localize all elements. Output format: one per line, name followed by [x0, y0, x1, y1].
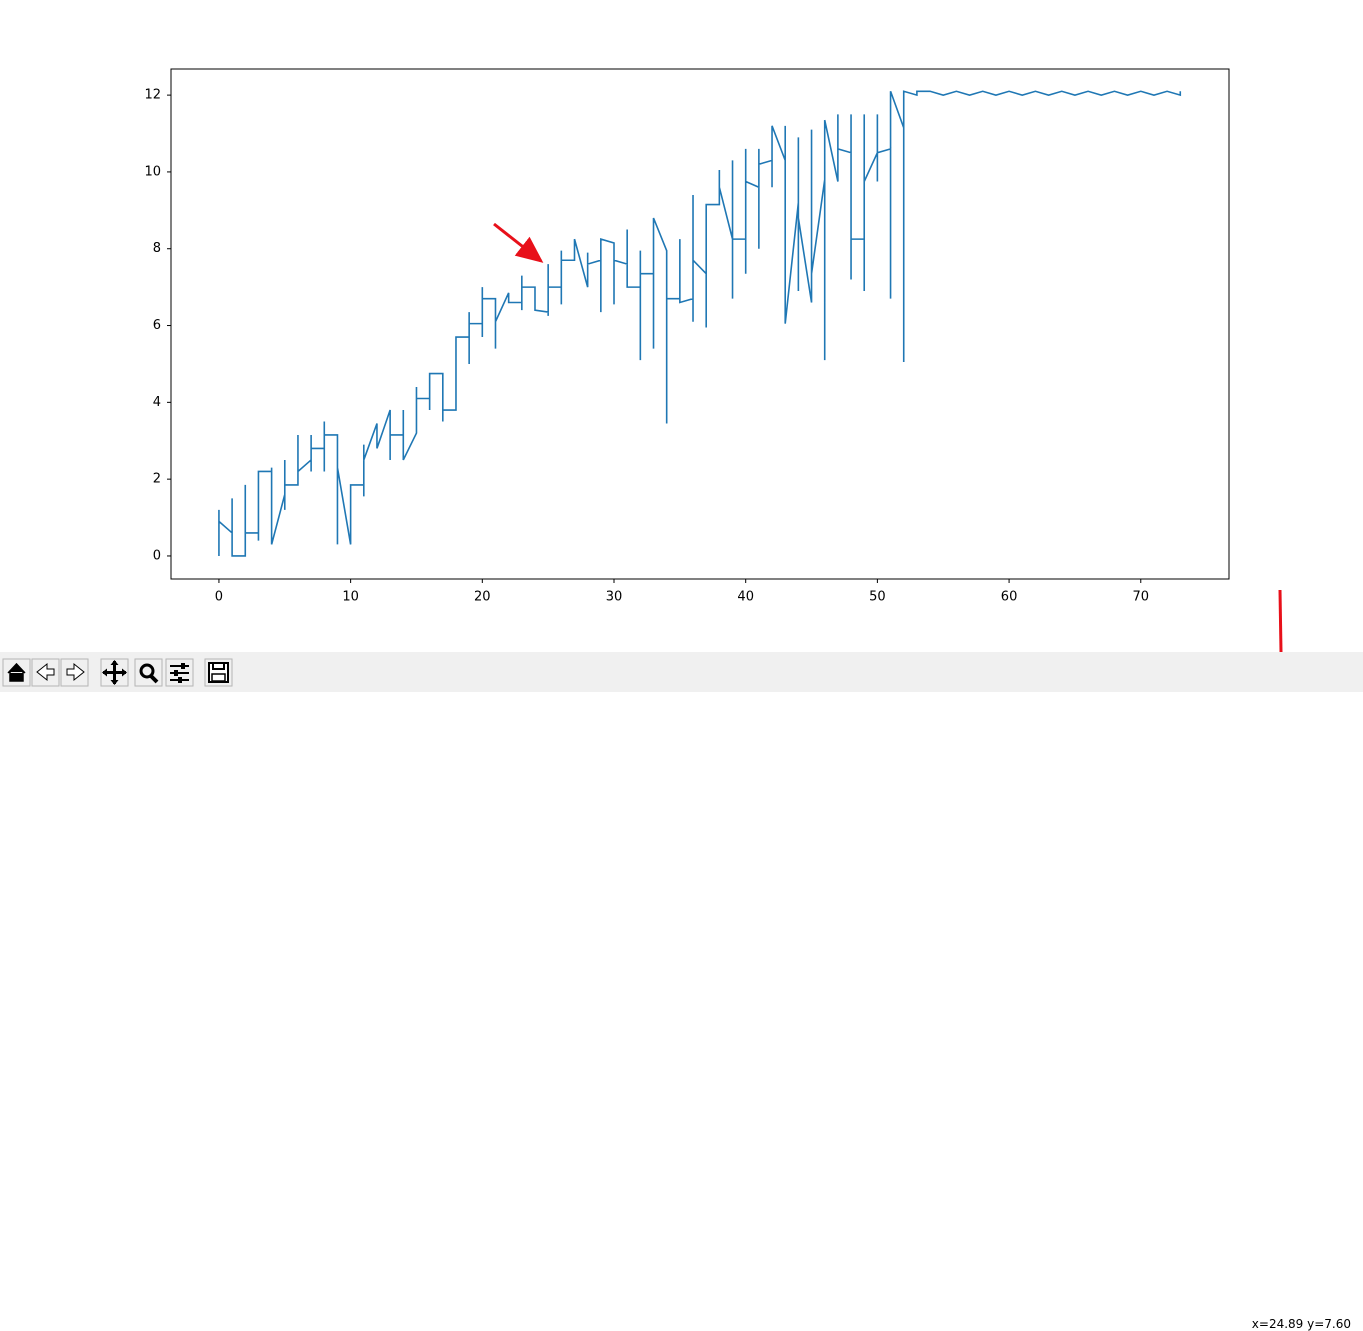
y-tick-label: 2	[153, 472, 161, 487]
toolbar-buttons	[2, 658, 233, 687]
y-tick-label: 10	[144, 164, 161, 179]
annotation-arrow	[1278, 589, 1283, 652]
x-tick-label: 20	[474, 590, 491, 605]
axes-frame	[170, 68, 1230, 580]
forward-button[interactable]	[60, 658, 89, 687]
y-tick-label: 8	[153, 241, 161, 256]
data-line	[218, 90, 1182, 557]
zoom-button[interactable]	[134, 658, 163, 687]
y-tick-label: 0	[153, 548, 161, 563]
x-tick-label: 40	[737, 590, 754, 605]
y-tick-label: 4	[153, 395, 161, 410]
configure-button[interactable]	[165, 658, 194, 687]
y-tick-label: 12	[144, 88, 161, 103]
coordinate-readout: x=24.89 y=7.60	[1251, 1317, 1351, 1331]
x-tick-label: 50	[869, 590, 886, 605]
x-tick-label: 60	[1001, 590, 1018, 605]
toolbar: x=24.89 y=7.60	[0, 652, 1363, 1331]
home-button[interactable]	[2, 658, 31, 687]
x-tick-label: 70	[1132, 590, 1149, 605]
pan-button[interactable]	[100, 658, 129, 687]
figure: 0 10 20 30 40 50 60 70 0 2 4 6 8 10 12	[144, 68, 1283, 652]
x-tick-label: 10	[342, 590, 359, 605]
app-window: {"chart_data": {"type": "line", "x": [0,…	[0, 68, 1363, 1331]
back-button[interactable]	[31, 658, 60, 687]
save-button[interactable]	[204, 658, 233, 687]
y-tick-label: 6	[153, 318, 161, 333]
x-tick-label: 30	[606, 590, 623, 605]
x-tick-label: 0	[215, 590, 223, 605]
annotation-arrow	[493, 222, 544, 263]
